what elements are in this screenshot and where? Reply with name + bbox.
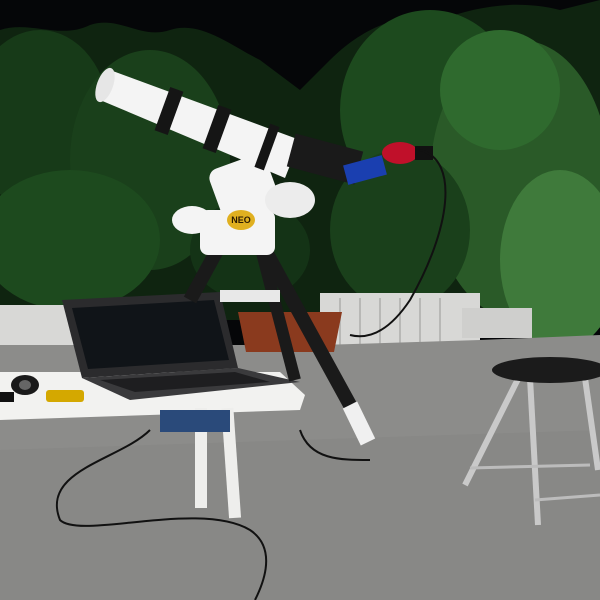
equatorial-mount: NEO	[172, 154, 315, 255]
mount-badge-icon	[227, 210, 255, 230]
table-accessories	[0, 375, 84, 402]
laptop	[62, 292, 300, 400]
floor-cable	[56, 429, 268, 600]
tripod	[183, 241, 376, 446]
mount-badge-label: NEO	[231, 215, 251, 225]
telescope	[95, 67, 433, 185]
folding-stool	[462, 357, 600, 526]
camera-cable	[349, 149, 447, 338]
